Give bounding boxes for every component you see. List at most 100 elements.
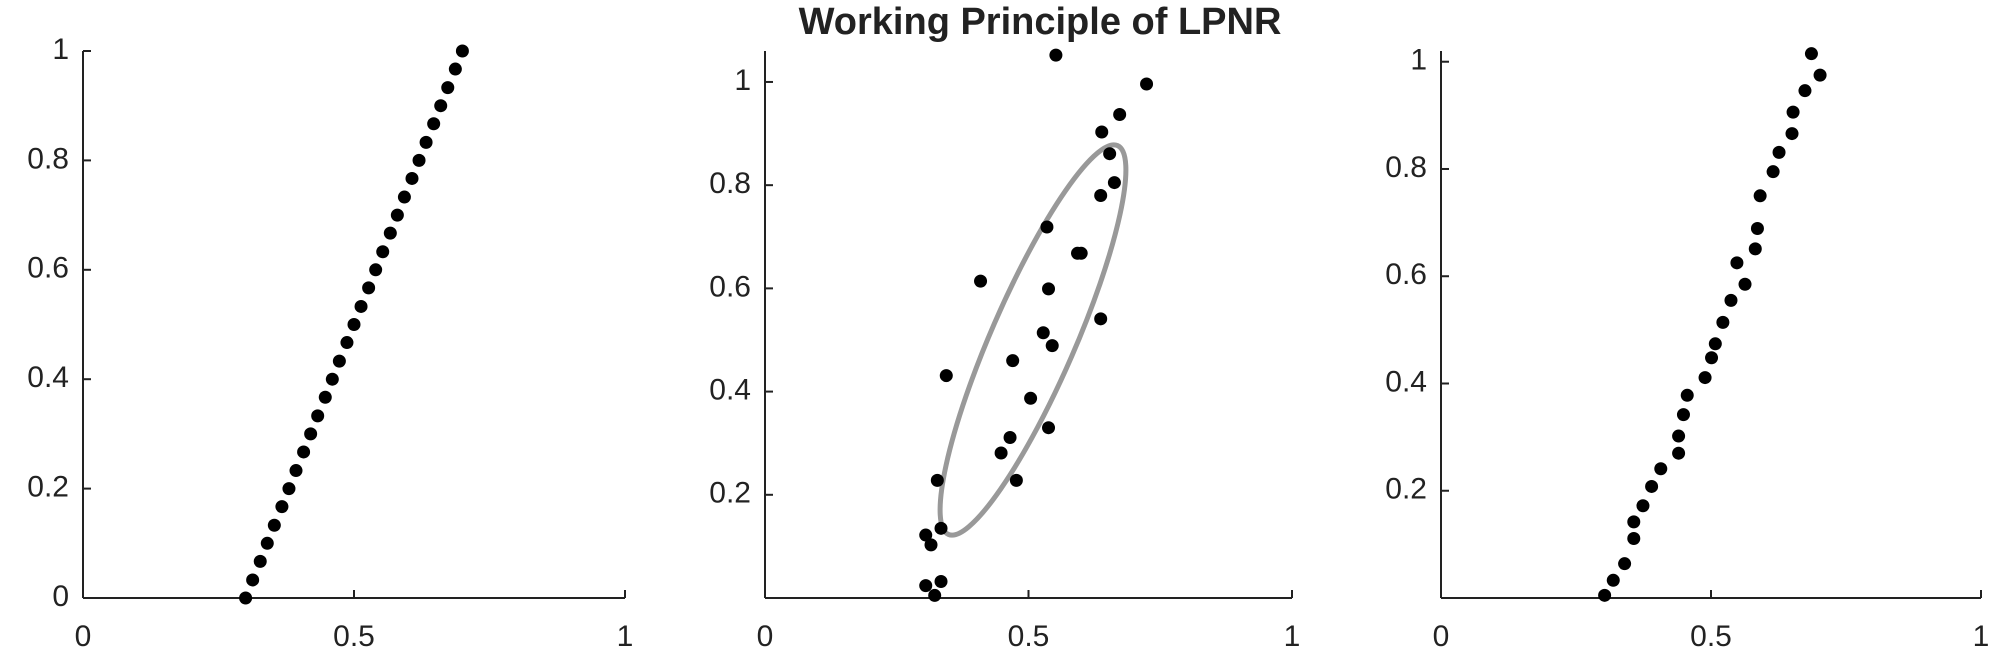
y-tick-label: 0.6 (709, 270, 751, 303)
point (924, 538, 938, 552)
point (1785, 127, 1799, 141)
point (934, 574, 948, 588)
y-tick-label: 0.8 (27, 142, 69, 175)
point (1049, 48, 1063, 62)
point (1045, 339, 1059, 353)
point (1618, 557, 1632, 571)
point (994, 446, 1008, 460)
x-tick-label: 0.5 (333, 620, 375, 653)
x-tick-label: 0 (757, 620, 774, 653)
point (434, 99, 448, 113)
point (448, 62, 462, 76)
point (1804, 47, 1818, 61)
point (919, 579, 933, 593)
point (1672, 429, 1686, 443)
y-tick-label: 0.2 (1385, 473, 1427, 506)
y-tick-label: 0.8 (709, 167, 751, 200)
x-tick-label: 0 (1433, 620, 1450, 653)
point (362, 281, 376, 295)
point (441, 81, 455, 95)
point (369, 263, 383, 277)
point (376, 245, 390, 259)
x-tick-label: 0.5 (1690, 620, 1732, 653)
point (1680, 388, 1694, 402)
point (1036, 326, 1050, 340)
point (1042, 282, 1056, 296)
point (1730, 256, 1744, 270)
y-tick-label: 0.6 (27, 252, 69, 285)
point (1786, 105, 1800, 119)
point (427, 117, 441, 131)
y-tick-label: 0.2 (27, 471, 69, 504)
point (1627, 531, 1641, 545)
point (332, 354, 346, 368)
point (1698, 371, 1712, 385)
point (1009, 473, 1023, 487)
point (934, 521, 948, 535)
point (383, 226, 397, 240)
point (1627, 515, 1641, 529)
point (1654, 462, 1668, 476)
point (1042, 421, 1056, 435)
point (1636, 499, 1650, 513)
point (297, 445, 311, 459)
y-tick-label: 0.4 (1385, 365, 1427, 398)
point (246, 573, 260, 587)
y-tick-label: 0.4 (709, 374, 751, 407)
point (1798, 84, 1812, 98)
chart-title: Working Principle of LPNR (799, 1, 1282, 43)
point (1676, 408, 1690, 422)
point (1107, 176, 1121, 190)
point (930, 473, 944, 487)
point (239, 591, 253, 605)
point (1598, 588, 1612, 602)
point (939, 369, 953, 383)
point (928, 588, 942, 602)
point (919, 528, 933, 542)
point (1071, 246, 1085, 260)
x-tick-label: 0 (75, 620, 92, 653)
y-tick-label: 0.6 (1385, 258, 1427, 291)
point (1040, 220, 1054, 234)
point (253, 554, 267, 568)
x-tick-label: 0.5 (1008, 620, 1050, 653)
cluster-ellipse (937, 142, 1129, 538)
y-tick-label: 0 (52, 580, 69, 613)
x-tick-label: 1 (617, 620, 634, 653)
y-tick-label: 0.8 (1385, 151, 1427, 184)
point (419, 135, 433, 149)
point (455, 44, 469, 58)
point (347, 318, 361, 331)
point (1753, 189, 1767, 203)
point (1750, 222, 1764, 236)
point (1113, 107, 1127, 121)
point (1003, 431, 1017, 445)
point (1094, 312, 1108, 326)
point (1094, 188, 1108, 202)
point (390, 208, 404, 222)
point (1103, 147, 1117, 161)
point (311, 409, 325, 423)
point (1024, 391, 1038, 405)
point (1095, 125, 1109, 139)
point (289, 464, 303, 478)
point (974, 274, 988, 288)
point (397, 190, 411, 204)
point (282, 482, 296, 496)
point (1813, 68, 1827, 82)
point (1606, 573, 1620, 587)
point (1716, 315, 1730, 329)
x-tick-label: 1 (1284, 620, 1301, 653)
point (304, 427, 318, 441)
y-tick-label: 0.4 (27, 361, 69, 394)
point (354, 299, 368, 313)
point (275, 500, 289, 514)
point (412, 153, 426, 167)
point (1140, 77, 1154, 91)
point (1738, 277, 1752, 291)
point (340, 336, 354, 350)
y-tick-label: 1 (1410, 44, 1427, 77)
point (1772, 145, 1786, 159)
point (325, 372, 339, 386)
